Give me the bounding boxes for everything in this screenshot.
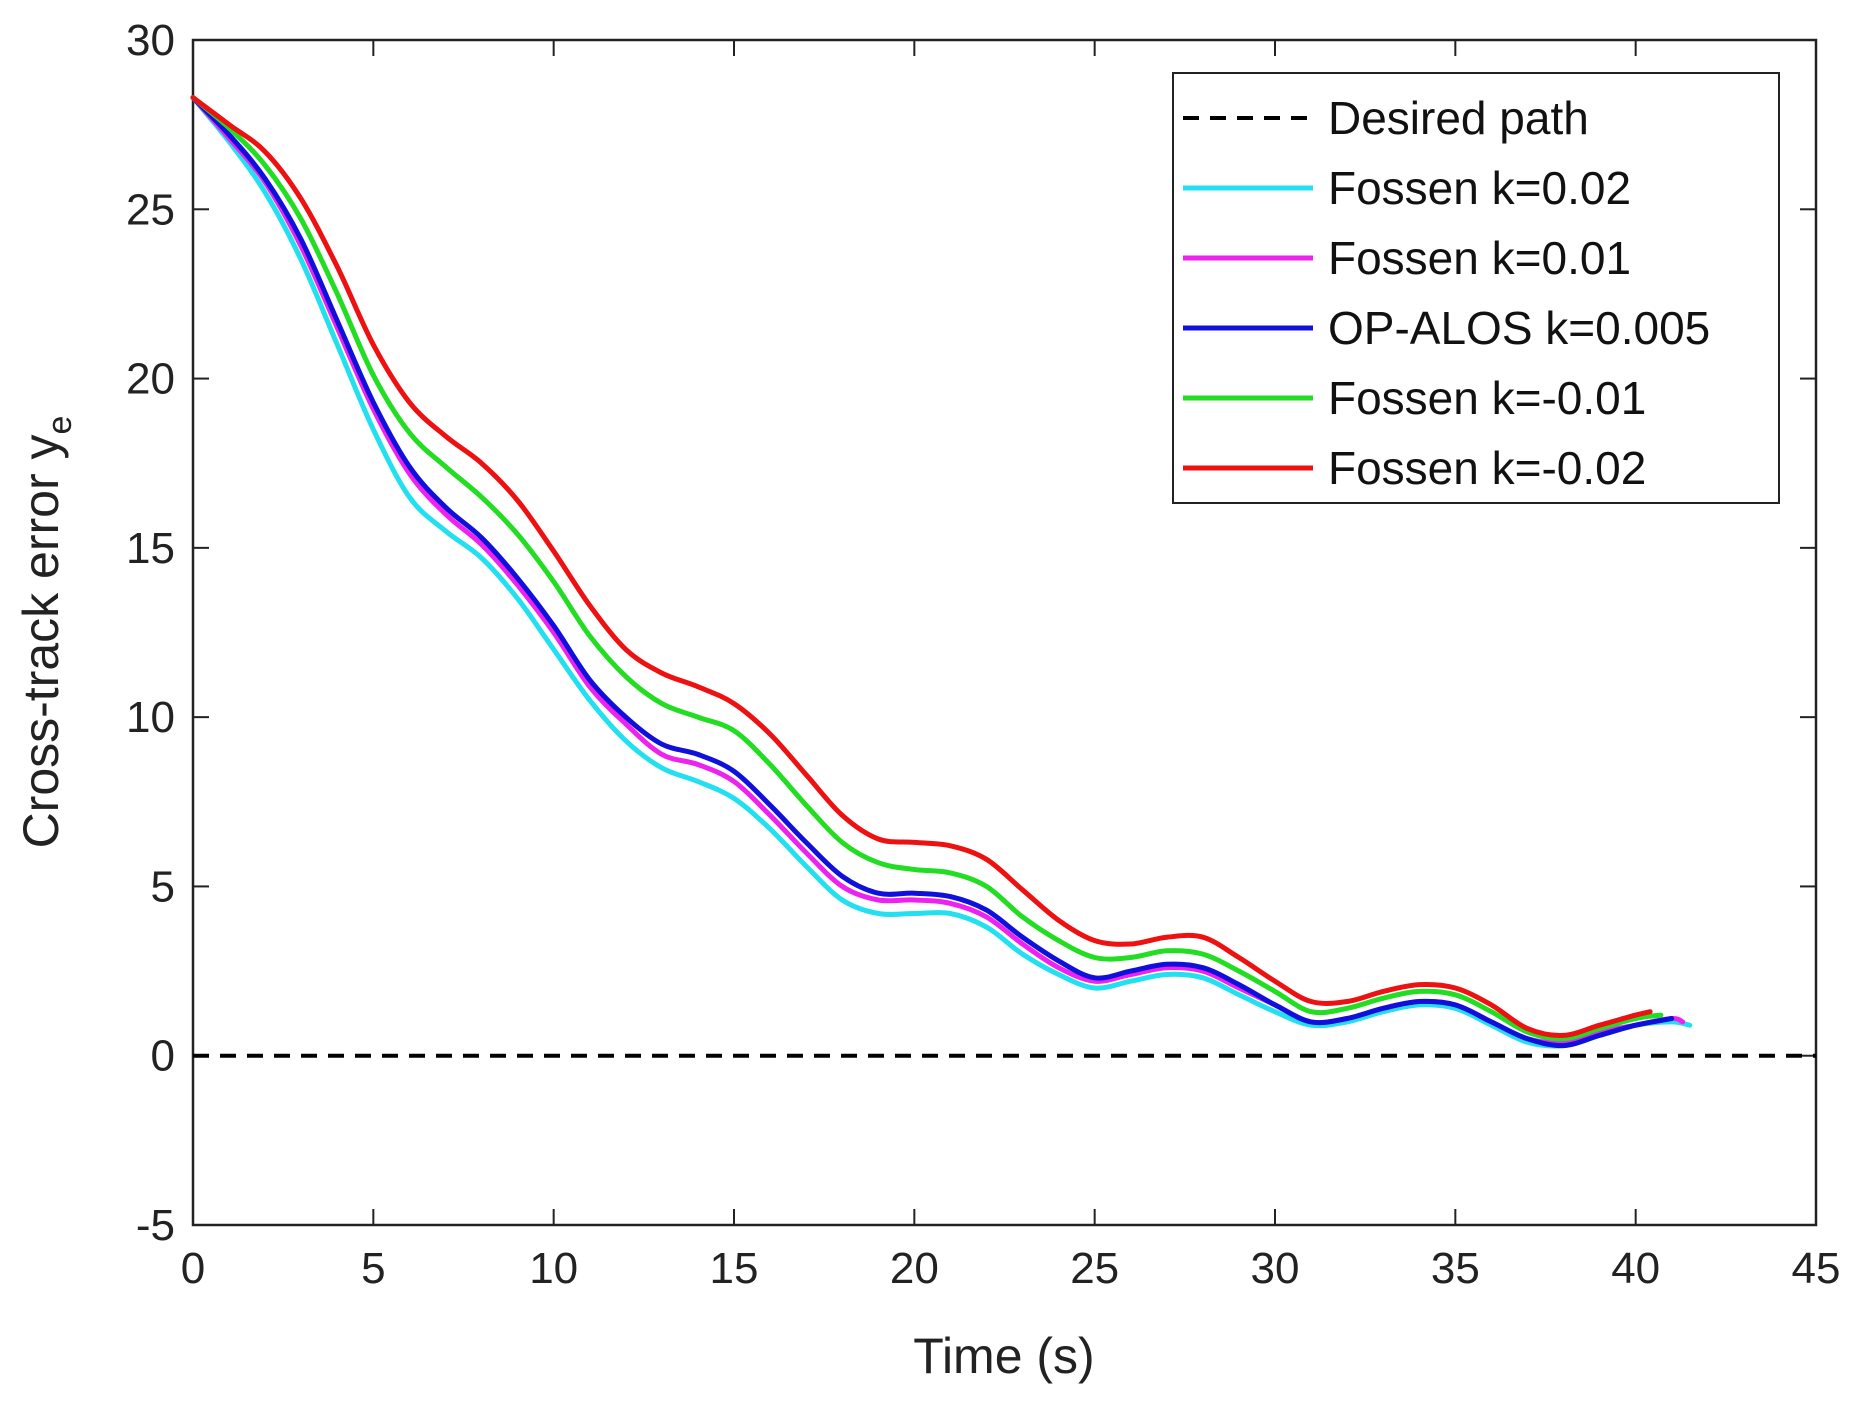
x-tick-label: 30 [1251,1244,1300,1293]
legend-label-op-alos-k-0-005: OP-ALOS k=0.005 [1328,302,1710,354]
x-tick-label: 10 [529,1244,578,1293]
legend-label-fossen-k-0-02: Fossen k=0.02 [1328,162,1631,214]
x-tick-label: 20 [890,1244,939,1293]
legend-label-desired-path: Desired path [1328,92,1589,144]
y-axis-label-subscript: e [41,416,79,435]
legend: Desired path Fossen k=0.02 Fossen k=0.01 OP… [1172,72,1780,504]
series-line-fossen-k-0-02 [190,95,1693,1049]
legend-label-fossen-k-0-01: Fossen k=-0.01 [1328,372,1646,424]
y-tick-label: -5 [136,1201,175,1250]
y-axis-label-main: Cross-track error y [13,435,69,849]
y-tick-label: 5 [151,862,175,911]
series-line-fossen-k-0-02 [190,95,1653,1038]
series-line-fossen-k-0-01 [190,95,1664,1042]
legend-label-fossen-k-0-02: Fossen k=-0.02 [1328,442,1646,494]
x-tick-label: 15 [710,1244,759,1293]
y-tick-label: 10 [126,693,175,742]
axis-ticks [192,39,1817,1226]
legend-label-fossen-k-0-01: Fossen k=0.01 [1328,232,1631,284]
series-line-op-alos-k-0-005 [190,95,1675,1049]
y-tick-label: 25 [126,185,175,234]
y-axis-label: Cross-track error ye [13,416,79,849]
x-tick-label: 0 [181,1244,205,1293]
legend-box [1172,72,1780,504]
y-tick-label: 30 [126,16,175,65]
legend-items: Desired path Fossen k=0.02 Fossen k=0.01 OP… [1183,92,1710,494]
y-tick-label: 20 [126,355,175,404]
y-tick-label: 15 [126,524,175,573]
x-tick-label: 5 [361,1244,385,1293]
y-tick-label: 0 [151,1032,175,1081]
series-group [190,95,1816,1058]
x-tick-label: 45 [1792,1244,1841,1293]
x-tick-label: 40 [1611,1244,1660,1293]
x-tick-label: 35 [1431,1244,1480,1293]
x-axis-label: Time (s) [913,1328,1094,1384]
x-tick-label: 25 [1070,1244,1119,1293]
